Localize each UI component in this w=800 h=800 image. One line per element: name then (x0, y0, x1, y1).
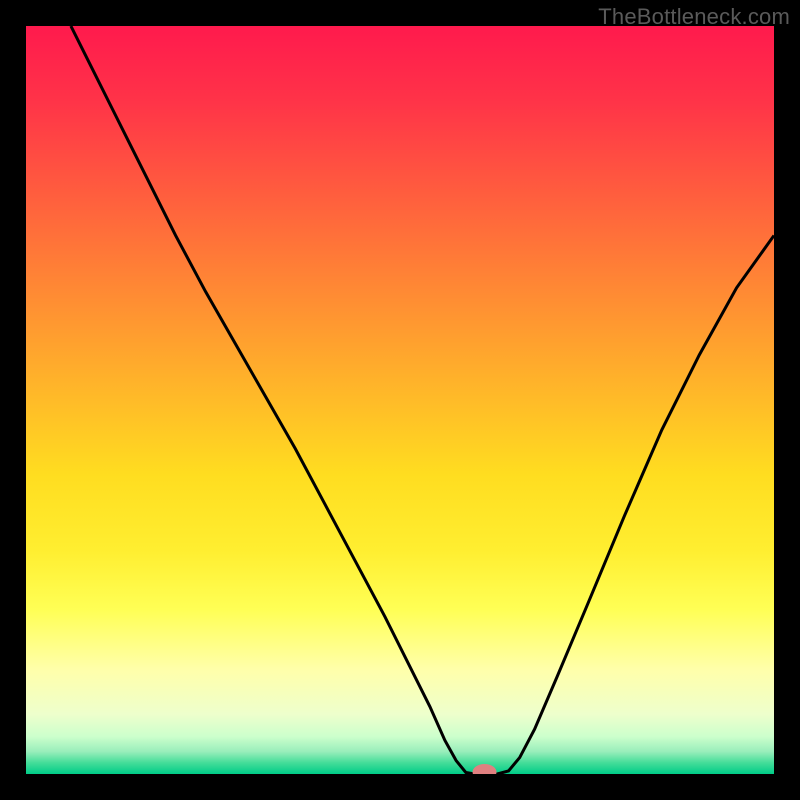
watermark-text: TheBottleneck.com (598, 4, 790, 30)
gradient-background (26, 26, 774, 774)
bottleneck-chart (0, 0, 800, 800)
